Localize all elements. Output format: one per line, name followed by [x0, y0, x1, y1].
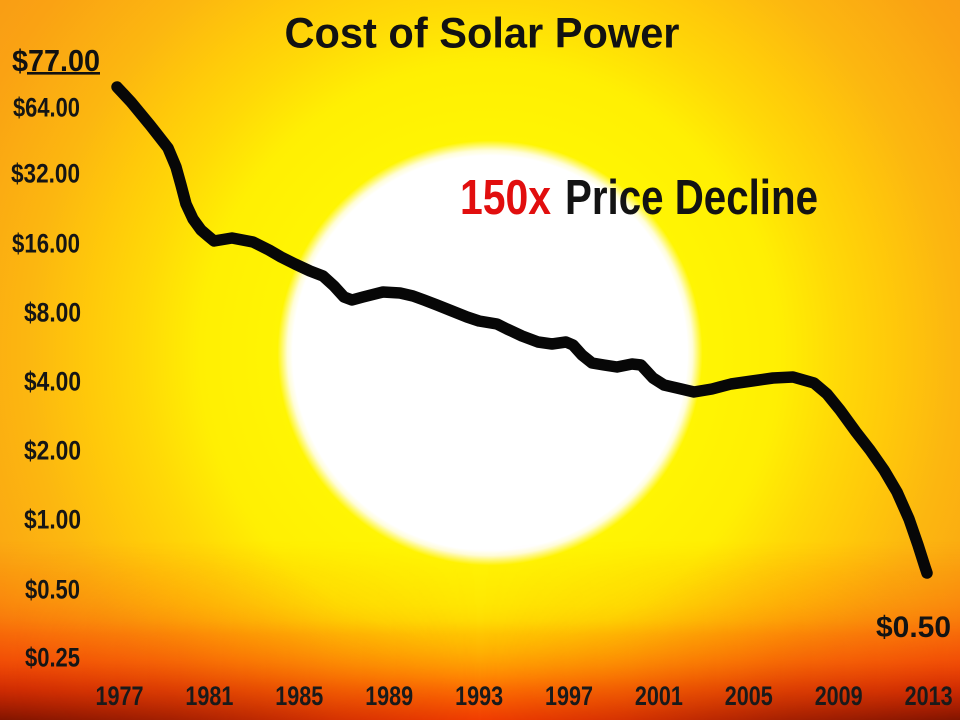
- svg-text:$32.00: $32.00: [11, 159, 80, 189]
- svg-text:$4.00: $4.00: [24, 367, 81, 397]
- svg-text:2005: 2005: [725, 681, 773, 711]
- svg-text:1997: 1997: [545, 681, 593, 711]
- svg-text:2001: 2001: [635, 681, 683, 711]
- svg-text:2013: 2013: [905, 681, 953, 711]
- svg-text:$2.00: $2.00: [24, 436, 81, 466]
- svg-text:Cost of Solar Power: Cost of Solar Power: [285, 10, 680, 58]
- svg-text:Price Decline: Price Decline: [565, 171, 818, 225]
- svg-text:$64.00: $64.00: [13, 93, 80, 123]
- svg-text:1981: 1981: [185, 681, 233, 711]
- svg-text:1985: 1985: [275, 681, 323, 711]
- svg-text:1989: 1989: [365, 681, 413, 711]
- svg-text:150x: 150x: [460, 171, 551, 225]
- svg-text:$16.00: $16.00: [12, 229, 80, 259]
- svg-text:$0.50: $0.50: [25, 575, 80, 605]
- svg-text:1977: 1977: [96, 681, 144, 711]
- svg-text:$8.00: $8.00: [24, 298, 81, 328]
- svg-text:1993: 1993: [455, 681, 503, 711]
- svg-text:$0.25: $0.25: [25, 643, 80, 673]
- svg-text:2009: 2009: [815, 681, 863, 711]
- svg-text:$0.50: $0.50: [876, 611, 951, 644]
- svg-text:$1.00: $1.00: [24, 505, 81, 535]
